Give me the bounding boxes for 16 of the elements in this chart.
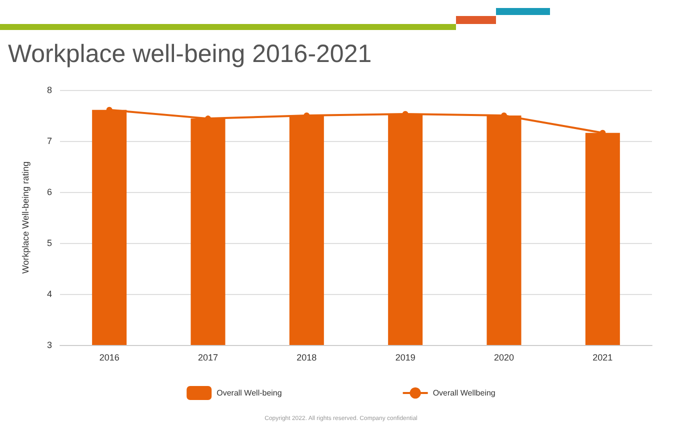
x-tick-label: 2019 — [395, 352, 416, 362]
y-tick-label: 8 — [46, 85, 52, 95]
chart-title: Workplace well-being 2016-2021 — [8, 40, 372, 69]
y-tick-label: 4 — [46, 289, 52, 299]
y-tick-label: 5 — [46, 238, 52, 248]
y-axis-title: Workplace Well-being rating — [20, 161, 30, 274]
x-tick-label: 2021 — [592, 352, 613, 362]
x-tick-label: 2017 — [198, 352, 218, 362]
x-tick-label: 2016 — [99, 352, 120, 362]
legend-label: Overall Well-being — [216, 388, 282, 398]
x-tick-label: 2018 — [296, 352, 317, 362]
x-tick-label: 2020 — [494, 352, 514, 362]
y-tick-label: 3 — [46, 340, 52, 350]
y-tick-label: 7 — [46, 136, 52, 146]
y-tick-label: 6 — [46, 187, 52, 197]
legend-label: Overall Wellbeing — [432, 388, 496, 398]
